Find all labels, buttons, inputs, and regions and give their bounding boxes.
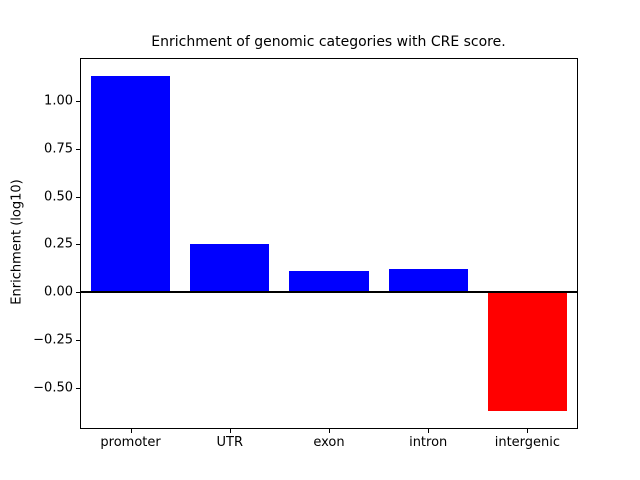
x-tick-mark [229,428,231,433]
x-tick-label-UTR: UTR [216,435,244,450]
y-tick-label: 0.50 [44,189,73,205]
x-tick-label-intergenic: intergenic [494,435,561,450]
x-tick-label-promoter: promoter [100,435,161,450]
x-tick-label-intron: intron [409,435,448,450]
y-tick-label: 1.00 [44,93,73,109]
chart-title: Enrichment of genomic categories with CR… [151,34,506,50]
bar-promoter [90,76,171,293]
y-tick-mark [76,101,81,103]
y-tick-mark [76,148,81,150]
x-tick-mark [527,428,529,433]
y-tick-label: 0.75 [44,141,73,157]
y-tick-label: 0.00 [44,284,73,300]
y-tick-label: −0.25 [33,332,73,348]
y-tick-mark [76,340,81,342]
bar-intergenic [487,292,568,411]
bar-intron [388,269,468,293]
x-tick-label-exon: exon [313,435,345,450]
y-tick-label: 0.25 [44,236,73,252]
y-tick-label: −0.50 [33,380,73,396]
bar-exon [289,271,369,293]
y-tick-mark [76,244,81,246]
y-tick-mark [76,387,81,389]
plot-area: −0.50 −0.25 0.00 0.25 0.50 0.75 1.00 promoter UT… [33,58,578,450]
zero-line [81,291,577,294]
bar-UTR [190,244,270,293]
x-tick-mark [329,428,330,433]
y-tick-mark [76,292,81,294]
x-tick-mark [130,428,132,433]
x-tick-mark [428,428,430,433]
y-tick-mark [76,196,81,198]
